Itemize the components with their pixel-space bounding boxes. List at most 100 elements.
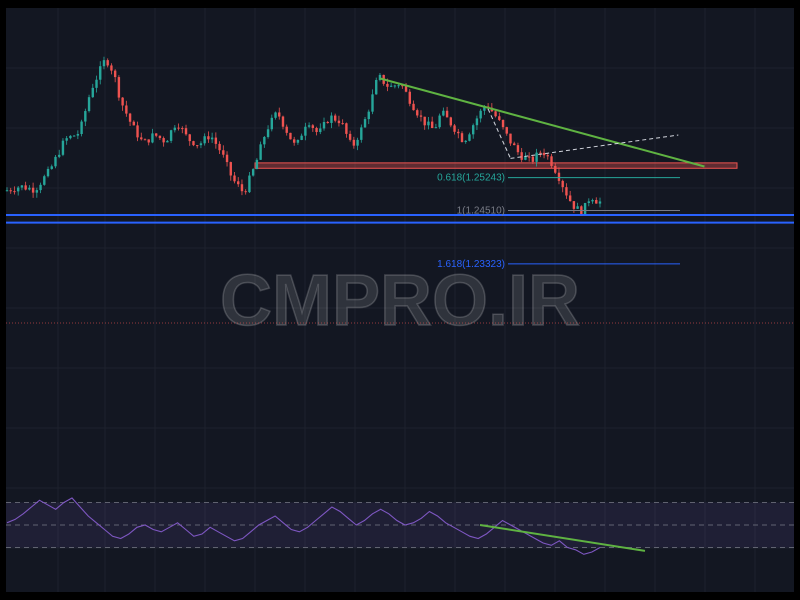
candle-132 [498, 112, 501, 122]
projection-line-1 [510, 134, 679, 159]
candle-29 [113, 69, 117, 83]
candle-64 [244, 189, 247, 195]
candle-62 [237, 177, 240, 187]
candle-body-81 [307, 125, 311, 127]
candle-body-29 [113, 70, 117, 78]
candle-67 [255, 158, 259, 170]
candle-body-39 [151, 133, 154, 143]
candle-body-74 [281, 116, 285, 127]
candle-body-90 [341, 123, 344, 125]
candle-body-118 [445, 110, 449, 118]
candle-body-58 [222, 150, 225, 155]
candle-42 [162, 136, 165, 147]
candle-body-97 [367, 111, 370, 120]
candle-150 [565, 183, 568, 199]
candle-body-64 [244, 191, 247, 193]
candle-115 [434, 123, 438, 129]
candle-45 [173, 125, 177, 133]
candle-19 [76, 130, 80, 140]
candle-body-26 [102, 60, 106, 67]
candle-47 [181, 126, 184, 134]
candle-82 [311, 124, 315, 132]
fib-label-1: 1(1.24510) [457, 206, 505, 217]
candle-body-77 [292, 139, 296, 143]
candle-66 [251, 168, 255, 177]
candle-22 [87, 94, 91, 113]
candle-43 [166, 140, 169, 143]
candle-body-34 [132, 121, 136, 126]
candle-30 [117, 75, 121, 101]
candle-113 [427, 117, 430, 130]
candle-body-42 [162, 138, 165, 143]
candle-11 [46, 166, 50, 178]
candle-134 [505, 126, 508, 136]
watermark-text: CMPRO.IR [220, 261, 580, 341]
candle-body-4 [20, 185, 24, 188]
candle-56 [214, 132, 218, 149]
candle-body-159 [598, 201, 602, 204]
candle-body-98 [371, 94, 374, 112]
candle-body-80 [304, 126, 307, 136]
fib-label-0: 0.618(1.25243) [437, 173, 505, 184]
candle-25 [99, 61, 102, 85]
candle-53 [203, 133, 206, 146]
candle-body-79 [300, 135, 303, 140]
candle-body-119 [449, 117, 453, 126]
candle-body-48 [184, 128, 188, 135]
candle-57 [218, 141, 221, 155]
candle-159 [598, 197, 602, 208]
candle-body-22 [87, 97, 91, 112]
candle-body-44 [169, 130, 173, 141]
candle-body-61 [233, 175, 236, 182]
candle-body-67 [255, 159, 259, 170]
candle-body-149 [561, 180, 564, 188]
candle-20 [80, 119, 83, 137]
candle-body-76 [289, 132, 292, 140]
candle-body-78 [296, 139, 300, 143]
candle-63 [240, 179, 244, 196]
candle-153 [576, 202, 579, 209]
candle-37 [143, 138, 147, 141]
candle-85 [322, 117, 326, 131]
candle-body-99 [375, 79, 378, 95]
candle-91 [345, 122, 348, 138]
candle-body-151 [568, 195, 572, 202]
candle-body-14 [58, 154, 61, 157]
candle-body-91 [345, 123, 348, 134]
candle-body-125 [471, 125, 475, 135]
candle-body-56 [214, 137, 218, 144]
candle-34 [132, 120, 136, 126]
candle-body-68 [259, 144, 262, 160]
candle-28 [110, 63, 113, 75]
candle-body-87 [330, 115, 333, 123]
candle-112 [423, 116, 426, 130]
candle-98 [371, 89, 374, 115]
candle-108 [408, 89, 411, 107]
candle-41 [158, 135, 162, 140]
candle-body-122 [460, 133, 464, 143]
candle-1 [9, 187, 12, 194]
rsi-band [6, 502, 794, 548]
candle-78 [296, 139, 300, 145]
candle-body-23 [91, 87, 94, 98]
candle-body-46 [177, 127, 180, 129]
candle-39 [151, 128, 154, 144]
candle-40 [154, 133, 158, 138]
candle-body-156 [587, 201, 591, 203]
candle-body-62 [237, 181, 240, 185]
candle-73 [278, 107, 281, 120]
candle-55 [210, 132, 214, 143]
candle-body-60 [229, 162, 232, 176]
candle-body-83 [315, 127, 318, 133]
candle-4 [20, 184, 24, 191]
candle-body-103 [389, 85, 393, 87]
candle-body-21 [84, 111, 87, 122]
candle-body-123 [464, 140, 467, 143]
candle-body-2 [13, 191, 16, 193]
candle-body-57 [218, 143, 221, 151]
candle-body-36 [140, 137, 143, 140]
candle-119 [449, 116, 453, 128]
candle-body-13 [54, 156, 57, 167]
